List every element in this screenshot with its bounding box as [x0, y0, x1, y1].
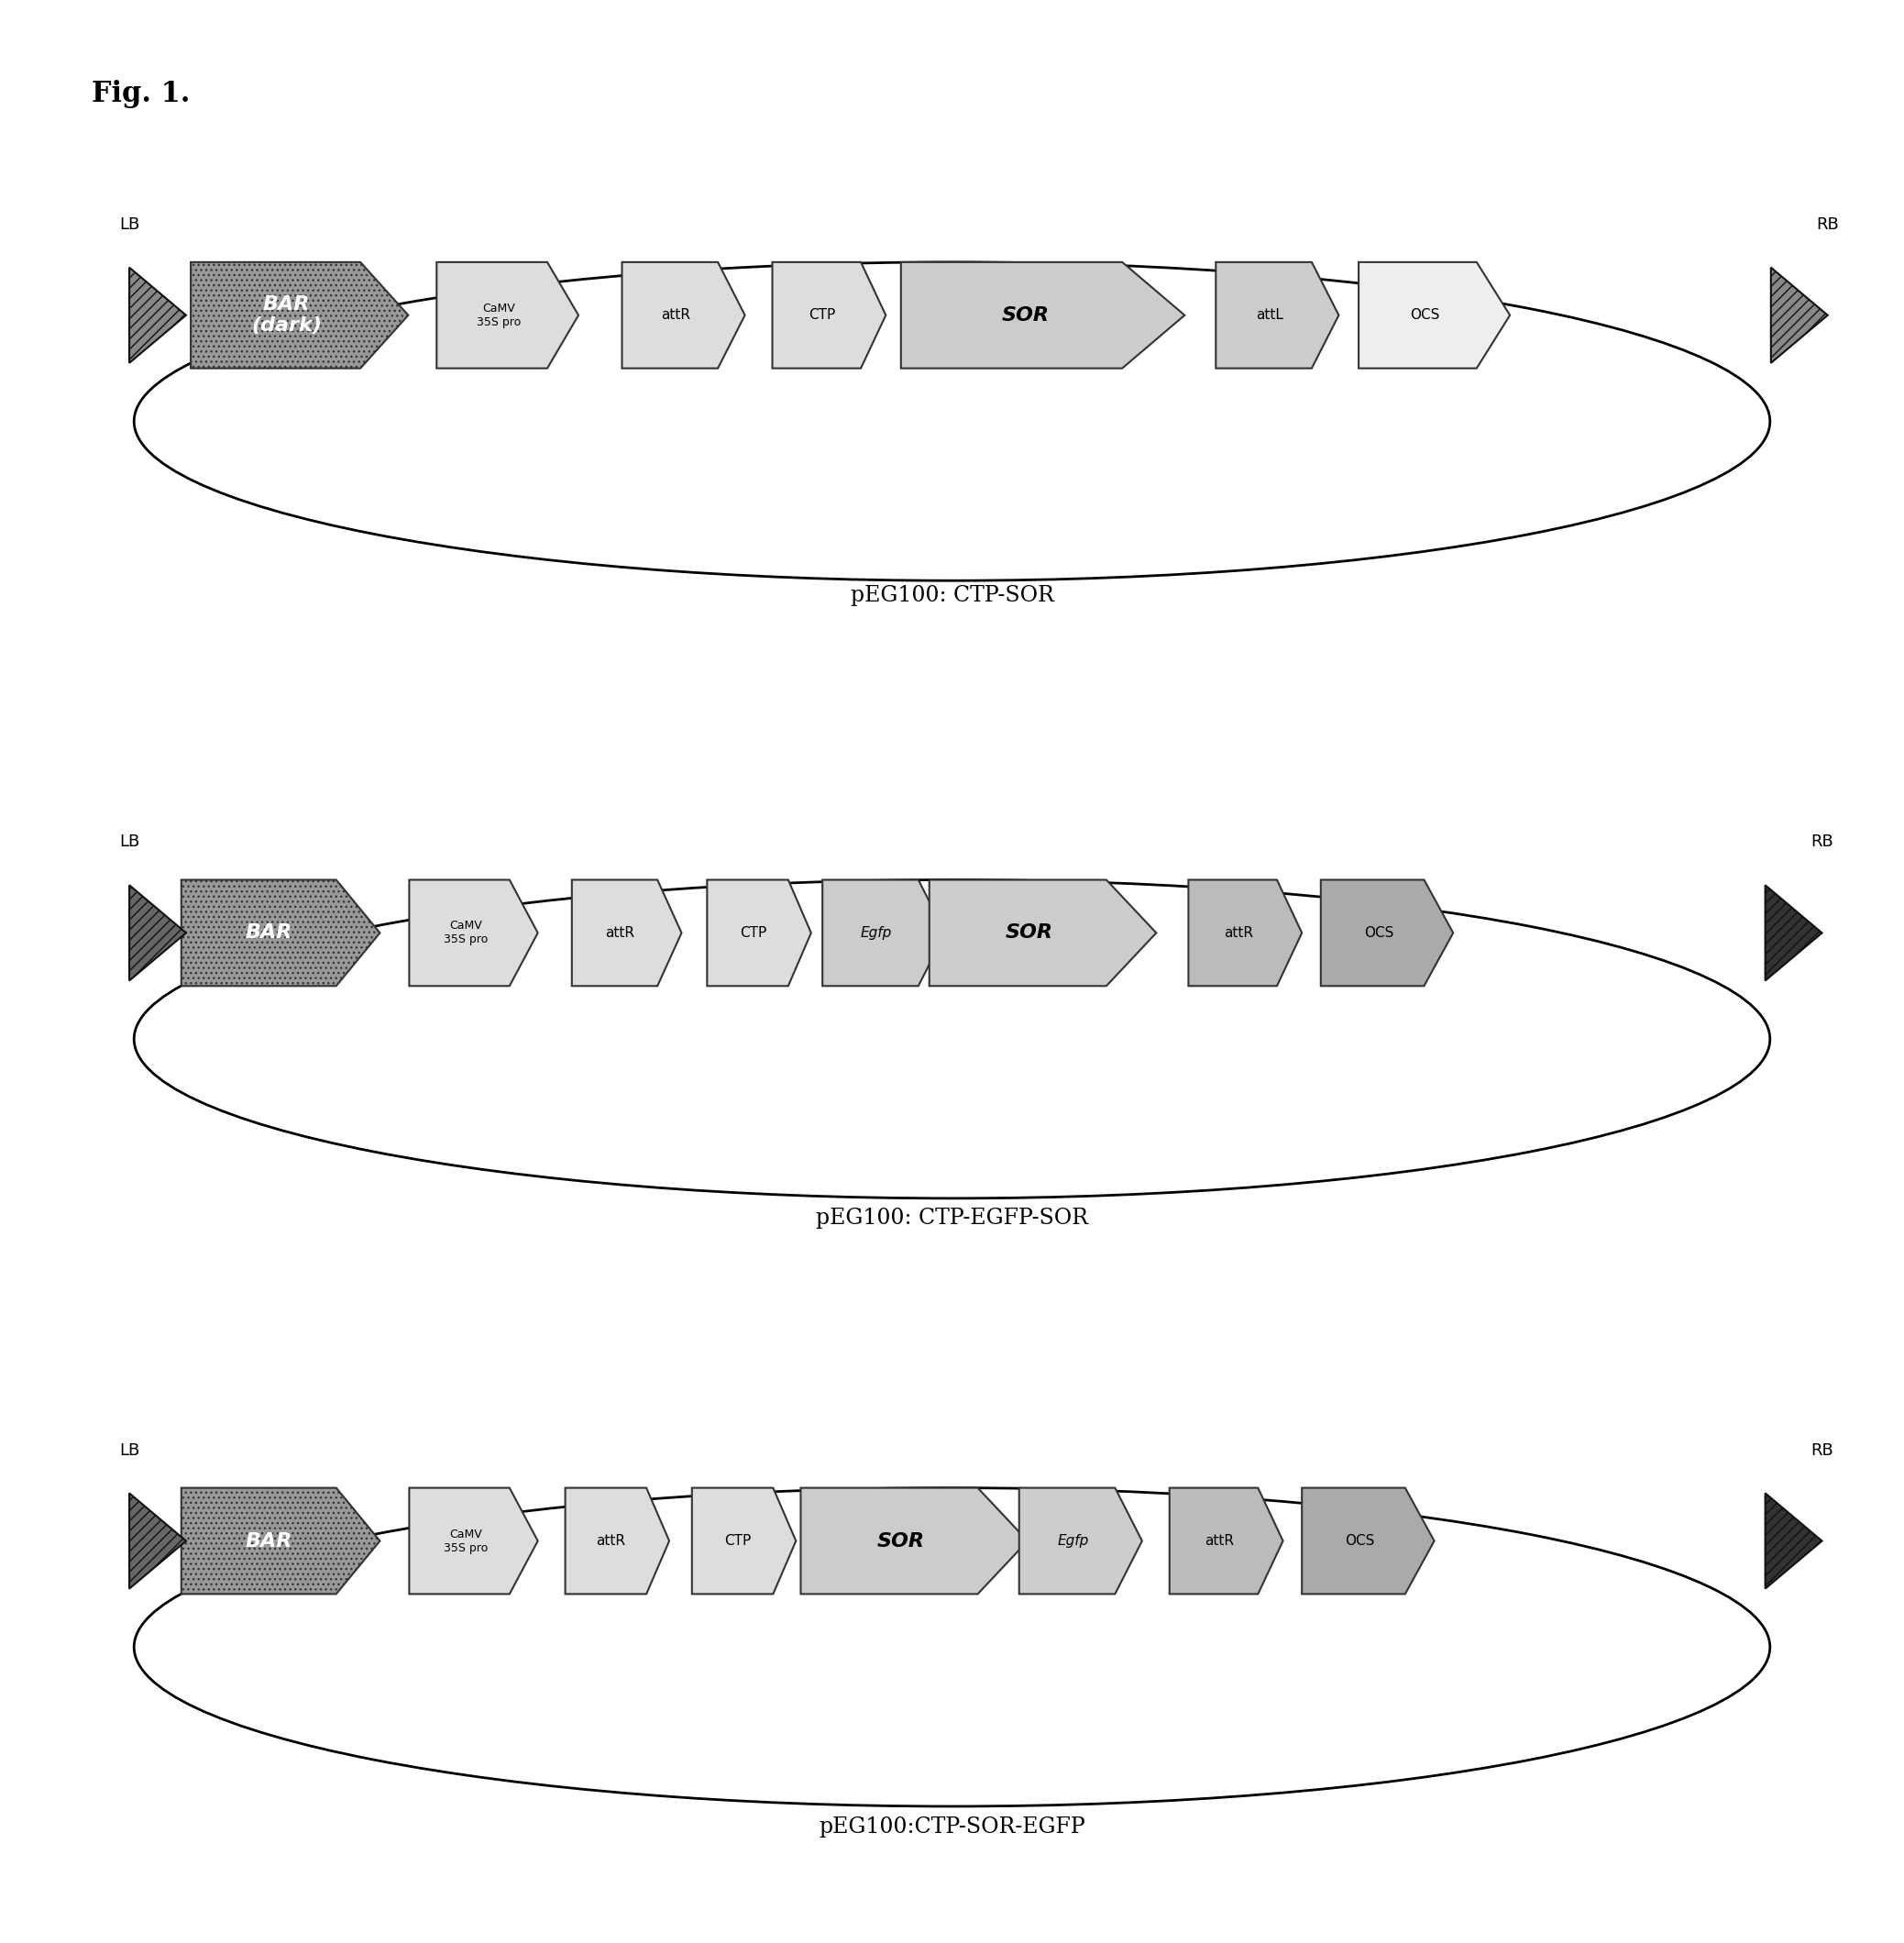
Text: CTP: CTP [809, 309, 836, 323]
Text: RB: RB [1811, 834, 1834, 851]
Polygon shape [802, 1488, 1028, 1593]
Polygon shape [1765, 1492, 1822, 1589]
Polygon shape [129, 886, 187, 981]
Text: SOR: SOR [1005, 923, 1053, 942]
Text: pEG100: CTP-SOR: pEG100: CTP-SOR [851, 585, 1053, 606]
Text: Egfp: Egfp [861, 927, 893, 940]
Text: CaMV
35S pro: CaMV 35S pro [476, 303, 522, 328]
Polygon shape [436, 262, 579, 369]
Polygon shape [409, 1488, 537, 1593]
Polygon shape [1217, 262, 1339, 369]
Polygon shape [706, 880, 811, 985]
Text: LB: LB [120, 1442, 139, 1459]
Text: CaMV
35S pro: CaMV 35S pro [444, 921, 487, 946]
Text: attR: attR [1224, 927, 1253, 940]
Polygon shape [1188, 880, 1302, 985]
Text: LB: LB [120, 216, 139, 233]
Text: attL: attL [1257, 309, 1283, 323]
Polygon shape [623, 262, 744, 369]
Text: SOR: SOR [1002, 307, 1049, 324]
Polygon shape [823, 880, 946, 985]
Text: attR: attR [661, 309, 691, 323]
Text: BAR: BAR [246, 1531, 291, 1551]
Polygon shape [571, 880, 682, 985]
Text: BAR
(dark): BAR (dark) [251, 295, 322, 334]
Text: attR: attR [1205, 1535, 1234, 1549]
Text: CTP: CTP [739, 927, 765, 940]
Polygon shape [691, 1488, 796, 1593]
Polygon shape [181, 880, 381, 985]
Text: Fig. 1.: Fig. 1. [91, 80, 190, 109]
Text: attR: attR [605, 927, 634, 940]
Text: OCS: OCS [1346, 1535, 1375, 1549]
Text: CaMV
35S pro: CaMV 35S pro [444, 1527, 487, 1554]
Polygon shape [1019, 1488, 1142, 1593]
Text: attR: attR [596, 1535, 626, 1549]
Polygon shape [129, 1492, 187, 1589]
Polygon shape [1771, 268, 1828, 363]
Text: CTP: CTP [724, 1535, 750, 1549]
Polygon shape [181, 1488, 381, 1593]
Text: RB: RB [1816, 216, 1839, 233]
Text: BAR: BAR [246, 923, 291, 942]
Text: OCS: OCS [1411, 309, 1439, 323]
Text: Egfp: Egfp [1057, 1535, 1089, 1549]
Text: SOR: SOR [876, 1531, 923, 1551]
Polygon shape [1169, 1488, 1283, 1593]
Polygon shape [1302, 1488, 1434, 1593]
Polygon shape [1359, 262, 1510, 369]
Polygon shape [901, 262, 1184, 369]
Polygon shape [773, 262, 885, 369]
Text: pEG100:CTP-SOR-EGFP: pEG100:CTP-SOR-EGFP [819, 1817, 1085, 1838]
Polygon shape [1765, 886, 1822, 981]
Polygon shape [929, 880, 1156, 985]
Polygon shape [190, 262, 407, 369]
Polygon shape [129, 268, 187, 363]
Polygon shape [1321, 880, 1453, 985]
Text: LB: LB [120, 834, 139, 851]
Polygon shape [565, 1488, 668, 1593]
Polygon shape [409, 880, 537, 985]
Text: pEG100: CTP-EGFP-SOR: pEG100: CTP-EGFP-SOR [817, 1209, 1087, 1230]
Text: OCS: OCS [1363, 927, 1394, 940]
Text: RB: RB [1811, 1442, 1834, 1459]
